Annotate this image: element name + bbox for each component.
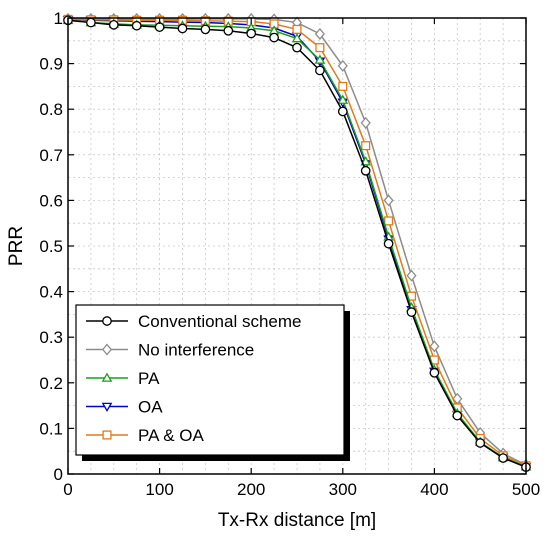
legend-box — [75, 304, 345, 456]
data-point — [406, 307, 417, 317]
data-point — [269, 32, 279, 43]
legend-marker — [101, 343, 113, 356]
legend-label: OA — [138, 398, 163, 417]
y-tick-label: 0.6 — [39, 191, 63, 210]
series-layer — [62, 12, 532, 473]
x-tick-label: 500 — [512, 480, 540, 499]
y-tick-label: 0 — [54, 465, 63, 484]
data-point — [315, 43, 325, 53]
data-point — [360, 165, 371, 176]
legend-item: OA — [86, 398, 163, 417]
data-point — [223, 25, 234, 36]
x-tick-label: 100 — [145, 480, 173, 499]
legend-item: No interference — [86, 341, 254, 360]
series-0 — [63, 15, 531, 473]
x-tick-label: 0 — [63, 480, 72, 499]
data-point — [360, 116, 371, 129]
data-point — [292, 42, 302, 53]
legend: Conventional scheme No interference PA OA PA… — [75, 304, 350, 461]
legend-marker — [101, 372, 113, 382]
x-tick-label: 200 — [237, 480, 265, 499]
y-tick-label: 0.5 — [39, 237, 63, 256]
data-point — [406, 269, 417, 282]
data-point — [314, 27, 325, 40]
y-tick-label: 0.1 — [39, 419, 63, 438]
tick-layer: 0 100 200 300 400 500 0 0.1 0.2 0.3 0.4 0.5 0.6 0.7 0.… — [39, 9, 540, 499]
data-point — [429, 340, 440, 353]
legend-label: PA — [138, 369, 160, 388]
data-point — [361, 141, 371, 151]
data-point — [292, 24, 302, 34]
y-tick-label: 0.4 — [39, 283, 63, 302]
data-point — [314, 54, 326, 64]
legend-marker — [101, 402, 113, 413]
data-point — [177, 23, 188, 34]
x-tick-label: 400 — [420, 480, 448, 499]
data-point — [200, 24, 211, 35]
legend-item: PA & OA — [86, 426, 204, 445]
legend-item: PA — [86, 369, 160, 388]
legend-label: No interference — [138, 341, 254, 360]
data-point — [360, 156, 372, 166]
data-point — [384, 216, 394, 226]
y-tick-label: 0.3 — [39, 328, 63, 347]
x-tick-label: 300 — [329, 480, 357, 499]
data-point — [315, 65, 325, 76]
legend-label: Conventional scheme — [138, 312, 301, 331]
data-point — [291, 33, 303, 43]
data-point — [246, 28, 257, 39]
data-point — [108, 19, 119, 30]
legend-marker — [102, 430, 112, 440]
data-point — [337, 59, 348, 72]
data-point — [337, 94, 349, 104]
legend-marker — [102, 316, 112, 326]
data-point — [383, 194, 394, 207]
data-point — [475, 438, 486, 448]
legend-item: Conventional scheme — [86, 312, 301, 331]
data-point — [337, 106, 348, 117]
y-tick-label: 0.8 — [39, 100, 63, 119]
y-tick-label: 1 — [54, 9, 63, 28]
y-tick-label: 0.7 — [39, 146, 63, 165]
data-point — [429, 367, 440, 378]
data-point — [86, 17, 96, 28]
y-axis-title: PRR — [6, 226, 27, 266]
data-point — [154, 22, 165, 32]
data-point — [338, 81, 348, 91]
data-point — [498, 453, 508, 463]
y-tick-label: 0.2 — [39, 374, 63, 393]
legend-label: PA & OA — [138, 426, 204, 445]
x-axis-title: Tx-Rx distance [m] — [218, 510, 376, 531]
data-point — [131, 20, 142, 31]
data-point — [452, 410, 463, 421]
y-tick-label: 0.9 — [39, 55, 63, 74]
data-point — [383, 238, 394, 249]
